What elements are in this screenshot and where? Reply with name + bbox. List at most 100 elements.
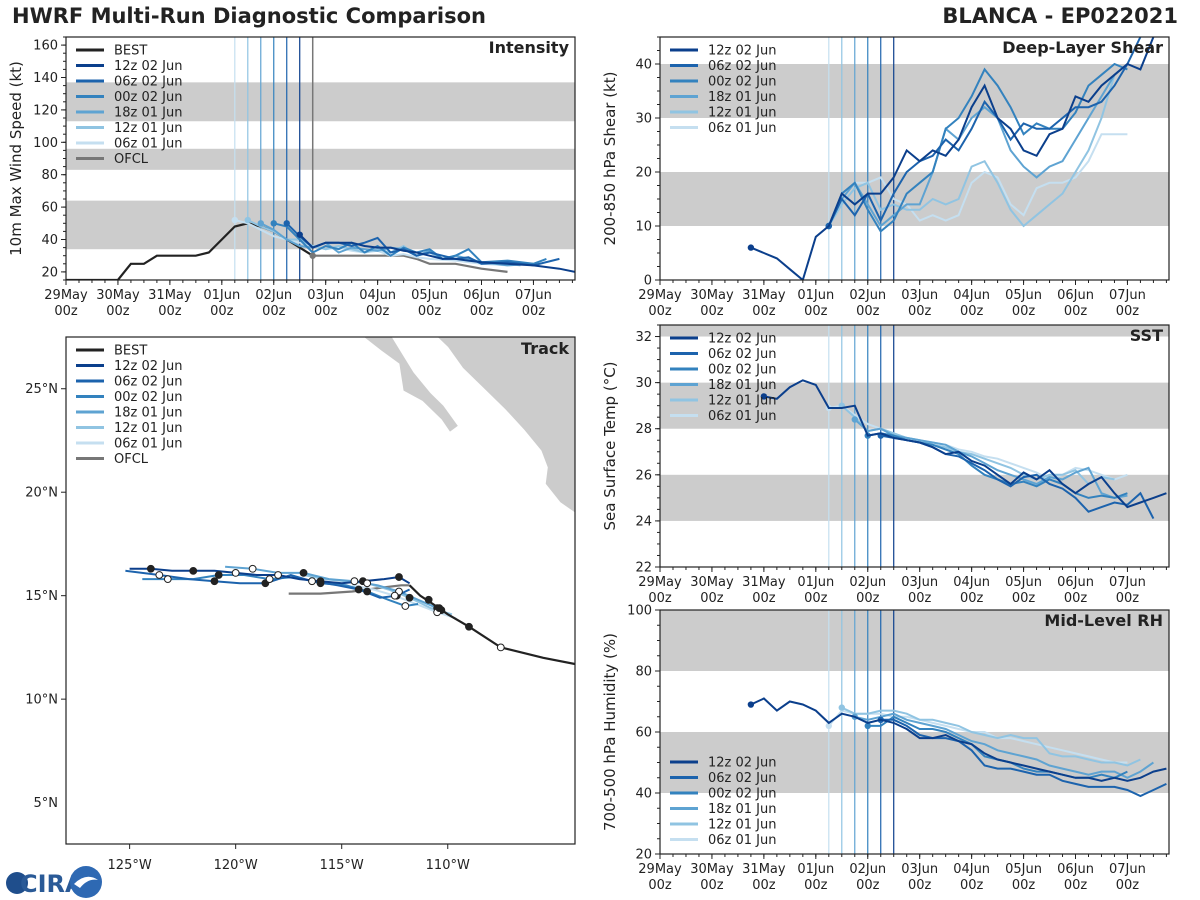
sst-ytick-label: 32 bbox=[635, 330, 652, 345]
intensity-plot-area bbox=[66, 37, 575, 280]
shear-xtick-label-hour: 00z bbox=[752, 304, 776, 319]
mexico-land bbox=[436, 337, 575, 514]
intensity-xtick-label-day: 03Jun bbox=[307, 288, 344, 303]
best-track-marker bbox=[465, 622, 473, 631]
rh-legend-label: 06z 02 Jun bbox=[708, 771, 777, 786]
rh-xtick-label-hour: 00z bbox=[752, 878, 776, 893]
shear-xtick-label-hour: 00z bbox=[908, 304, 932, 319]
rh-panel: 2040608010029May00z30May00z31May00z01Jun… bbox=[601, 604, 1170, 893]
intensity-xtick-label-hour: 00z bbox=[262, 304, 286, 319]
rh-xtick-label-hour: 00z bbox=[648, 878, 672, 893]
sst-band bbox=[660, 382, 1169, 429]
sst-xtick-label-day: 02Jun bbox=[849, 575, 886, 590]
sst-series-line bbox=[854, 418, 1128, 499]
shear-xtick-label-hour: 00z bbox=[1012, 304, 1036, 319]
sst-band bbox=[660, 474, 1169, 521]
rh-legend-label: 06z 01 Jun bbox=[708, 833, 777, 848]
rh-init-dot bbox=[747, 701, 755, 708]
rh-init-dot bbox=[838, 704, 845, 711]
rh-xtick-label-day: 04Jun bbox=[953, 862, 990, 877]
track-xtick-label: 120°W bbox=[214, 858, 258, 873]
track-marker bbox=[316, 579, 325, 588]
rh-ytick-label: 60 bbox=[635, 726, 652, 741]
shear-xtick-label-hour: 00z bbox=[648, 304, 672, 319]
rh-xtick-label-hour: 00z bbox=[1116, 878, 1140, 893]
shear-ylabel: 200-850 hPa Shear (kt) bbox=[601, 72, 619, 246]
shear-ytick-label: 10 bbox=[635, 220, 652, 235]
intensity-ytick-label: 140 bbox=[33, 71, 58, 86]
track-marker bbox=[363, 579, 372, 588]
intensity-legend-label: 06z 01 Jun bbox=[114, 137, 183, 152]
intensity-ytick-label: 80 bbox=[41, 168, 58, 183]
track-legend-label: 00z 02 Jun bbox=[114, 390, 183, 405]
sst-xtick-label-day: 31May bbox=[742, 575, 786, 590]
track-marker bbox=[354, 585, 363, 594]
shear-title: Deep-Layer Shear bbox=[1002, 38, 1163, 57]
intensity-panel: 2040608010012014016029May00z30May00z31Ma… bbox=[7, 36, 576, 319]
sst-ytick-label: 26 bbox=[635, 468, 652, 483]
shear-series-line bbox=[827, 133, 1128, 227]
sst-xtick-label-hour: 00z bbox=[700, 591, 724, 606]
rh-legend-label: 12z 02 Jun bbox=[708, 756, 777, 771]
sst-init-dot bbox=[851, 416, 858, 423]
rh-series-line bbox=[828, 709, 1128, 764]
intensity-xtick-label-day: 04Jun bbox=[359, 288, 396, 303]
track-marker bbox=[163, 575, 172, 584]
rh-xtick-label-hour: 00z bbox=[908, 878, 932, 893]
shear-xtick-label-day: 01Jun bbox=[797, 288, 834, 303]
shear-xtick-label-day: 07Jun bbox=[1109, 288, 1146, 303]
sst-xtick-label-day: 03Jun bbox=[901, 575, 938, 590]
rh-init-dot bbox=[864, 722, 871, 730]
track-legend-label: 06z 01 Jun bbox=[114, 437, 183, 452]
sst-xtick-label-day: 07Jun bbox=[1109, 575, 1146, 590]
intensity-xtick-label-hour: 00z bbox=[522, 304, 546, 319]
sst-legend-label: 18z 01 Jun bbox=[708, 378, 777, 393]
rh-legend-label: 00z 02 Jun bbox=[708, 787, 777, 802]
shear-series-line bbox=[827, 63, 1129, 228]
shear-legend-label: 12z 02 Jun bbox=[708, 44, 777, 59]
sst-legend-label: 06z 02 Jun bbox=[708, 347, 777, 362]
track-marker bbox=[350, 577, 359, 586]
sst-xtick-label-day: 06Jun bbox=[1057, 575, 1094, 590]
best-track-marker bbox=[496, 643, 505, 652]
track-xtick-label: 115°W bbox=[320, 858, 364, 873]
ofcl-init-dot bbox=[309, 252, 316, 259]
rh-ytick-label: 20 bbox=[635, 848, 652, 863]
sst-ylabel: Sea Surface Temp (°C) bbox=[601, 361, 619, 530]
intensity-legend-label: 12z 02 Jun bbox=[114, 59, 183, 74]
shear-xtick-label-hour: 00z bbox=[1064, 304, 1088, 319]
track-marker bbox=[248, 564, 257, 573]
rh-xtick-label-day: 31May bbox=[742, 862, 786, 877]
sst-legend-label: 00z 02 Jun bbox=[708, 363, 777, 378]
baja-land bbox=[362, 337, 459, 433]
shear-plot-area bbox=[660, 37, 1169, 280]
track-marker bbox=[231, 569, 240, 577]
rh-plot-area bbox=[660, 610, 1169, 854]
track-legend-label: 12z 01 Jun bbox=[114, 421, 183, 436]
rh-xtick-label-day: 30May bbox=[690, 862, 734, 877]
best-track-marker bbox=[424, 595, 433, 604]
shear-xtick-label-hour: 00z bbox=[960, 304, 984, 319]
intensity-xtick-label-hour: 00z bbox=[366, 304, 390, 319]
ofcl-line bbox=[312, 254, 508, 273]
intensity-title: Intensity bbox=[489, 38, 570, 57]
sst-legend-label: 12z 02 Jun bbox=[708, 332, 777, 347]
cira-logo: CIRA bbox=[6, 866, 102, 898]
intensity-ytick-label: 120 bbox=[33, 103, 58, 118]
track-ytick-label: 25°N bbox=[25, 382, 58, 397]
shear-xtick-label-day: 29May bbox=[638, 288, 682, 303]
rh-title: Mid-Level RH bbox=[1044, 611, 1163, 630]
intensity-xtick-label-day: 29May bbox=[44, 288, 88, 303]
track-ytick-label: 15°N bbox=[25, 589, 58, 604]
intensity-ytick-label: 40 bbox=[41, 233, 58, 248]
shear-xtick-label-hour: 00z bbox=[856, 304, 880, 319]
best-track-line bbox=[408, 584, 575, 666]
track-marker bbox=[274, 571, 282, 579]
forecast-track-line bbox=[225, 565, 438, 610]
rh-xtick-label-day: 29May bbox=[638, 862, 682, 877]
sst-plot-area bbox=[660, 325, 1169, 567]
track-marker bbox=[395, 573, 403, 581]
track-marker bbox=[308, 577, 316, 586]
track-marker bbox=[363, 587, 372, 596]
rh-band bbox=[660, 610, 1169, 671]
